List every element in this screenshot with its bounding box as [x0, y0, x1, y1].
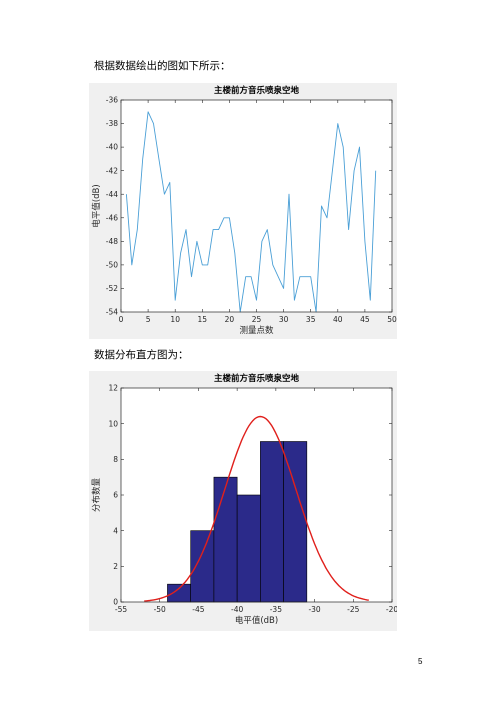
x-tick-label: 20 [225, 315, 235, 324]
page-number: 5 [418, 657, 423, 666]
chart-title: 主楼前方音乐喷泉空地 [214, 373, 300, 384]
y-tick-label: 6 [113, 491, 118, 500]
y-tick-label: 4 [113, 526, 118, 535]
y-tick-label: -42 [106, 166, 118, 175]
line-chart-figure: 0 5 10 15 20 25 30 35 40 45 50 -54 -52 -50 -48 -46 -44 -4… [89, 83, 397, 339]
x-tick-label: 10 [170, 315, 180, 324]
x-tick-label: 50 [387, 315, 397, 324]
x-tick-label: 25 [252, 315, 262, 324]
caption-histogram: 数据分布直方图为： [94, 349, 189, 361]
x-tick-label: 0 [119, 315, 124, 324]
x-tick-label: -35 [270, 605, 282, 614]
histogram-bar [190, 530, 215, 603]
x-tick-label: 45 [360, 315, 370, 324]
x-tick-label: 35 [306, 315, 316, 324]
histogram-figure: -55 -50 -45 -40 -35 -30 -25 -20 0 2 4 6 8 10 12 主楼前方音乐喷… [89, 371, 397, 631]
y-tick-label: -50 [106, 260, 118, 269]
histogram-bar [167, 583, 191, 603]
chart-title: 主楼前方音乐喷泉空地 [214, 85, 300, 96]
y-tick-label: 10 [108, 419, 118, 428]
y-tick-label: -46 [106, 213, 118, 222]
plot-frame [120, 387, 393, 603]
y-tick-label: 12 [108, 384, 118, 393]
x-axis-label: 测量点数 [239, 325, 274, 336]
x-tick-label: 15 [198, 315, 208, 324]
y-axis-label: 分布数量 [91, 478, 102, 513]
plot-area [121, 100, 392, 312]
x-tick-label: -25 [347, 605, 359, 614]
histogram-bar [283, 441, 308, 603]
x-axis-label: 电平值(dB) [235, 615, 278, 626]
x-tick-label: -40 [231, 605, 243, 614]
y-tick-label: 2 [113, 562, 118, 571]
x-tick-label: 40 [333, 315, 343, 324]
y-tick-label: -54 [106, 308, 118, 317]
x-tick-label: -45 [192, 605, 204, 614]
line-chart-svg: 0 5 10 15 20 25 30 35 40 45 50 -54 -52 -50 -48 -46 -44 -4… [91, 85, 397, 336]
y-tick-label: 0 [113, 598, 118, 607]
y-tick-label: -38 [106, 119, 118, 128]
x-tick-label: -50 [154, 605, 166, 614]
x-tick-label: 30 [279, 315, 289, 324]
y-tick-label: -36 [106, 96, 118, 105]
plot-frame [120, 99, 393, 313]
caption-line-chart: 根据数据绘出的图如下所示： [94, 60, 231, 72]
series-line [125, 111, 377, 313]
y-tick-label: -40 [106, 143, 118, 152]
histogram-svg: -55 -50 -45 -40 -35 -30 -25 -20 0 2 4 6 8 10 12 主楼前方音乐喷… [91, 373, 397, 626]
y-tick-label: -48 [106, 237, 118, 246]
y-tick-label: -52 [106, 284, 118, 293]
y-axis-label: 电平值(dB) [91, 184, 102, 227]
normal-fit-curve [144, 415, 369, 602]
histogram-bar [236, 494, 261, 603]
x-tick-label: -55 [115, 605, 127, 614]
y-tick-label: 8 [113, 455, 118, 464]
x-tick-label: 5 [146, 315, 151, 324]
histogram-bar [260, 441, 284, 603]
y-tick-label: -44 [106, 190, 118, 199]
x-tick-label: -30 [308, 605, 320, 614]
x-tick-label: -20 [386, 605, 397, 614]
histogram-bar [213, 476, 238, 603]
